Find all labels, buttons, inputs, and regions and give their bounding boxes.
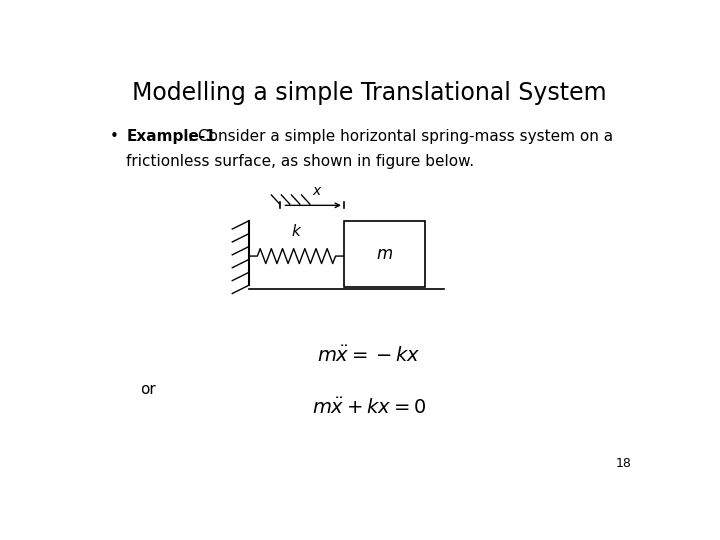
Text: 18: 18: [616, 457, 631, 470]
Text: : Consider a simple horizontal spring-mass system on a: : Consider a simple horizontal spring-ma…: [188, 129, 613, 144]
Text: $m\ddot{x}+kx=0$: $m\ddot{x}+kx=0$: [312, 397, 426, 418]
Text: •: •: [109, 129, 118, 144]
Text: or: or: [140, 382, 156, 396]
Text: $m\ddot{x}=-kx$: $m\ddot{x}=-kx$: [318, 346, 420, 366]
Text: Example-1: Example-1: [126, 129, 216, 144]
Text: Modelling a simple Translational System: Modelling a simple Translational System: [132, 82, 606, 105]
Text: frictionless surface, as shown in figure below.: frictionless surface, as shown in figure…: [126, 154, 474, 169]
Text: $k$: $k$: [291, 224, 302, 239]
Bar: [344, 221, 425, 287]
Text: $x$: $x$: [312, 184, 323, 198]
Text: $m$: $m$: [376, 245, 393, 263]
